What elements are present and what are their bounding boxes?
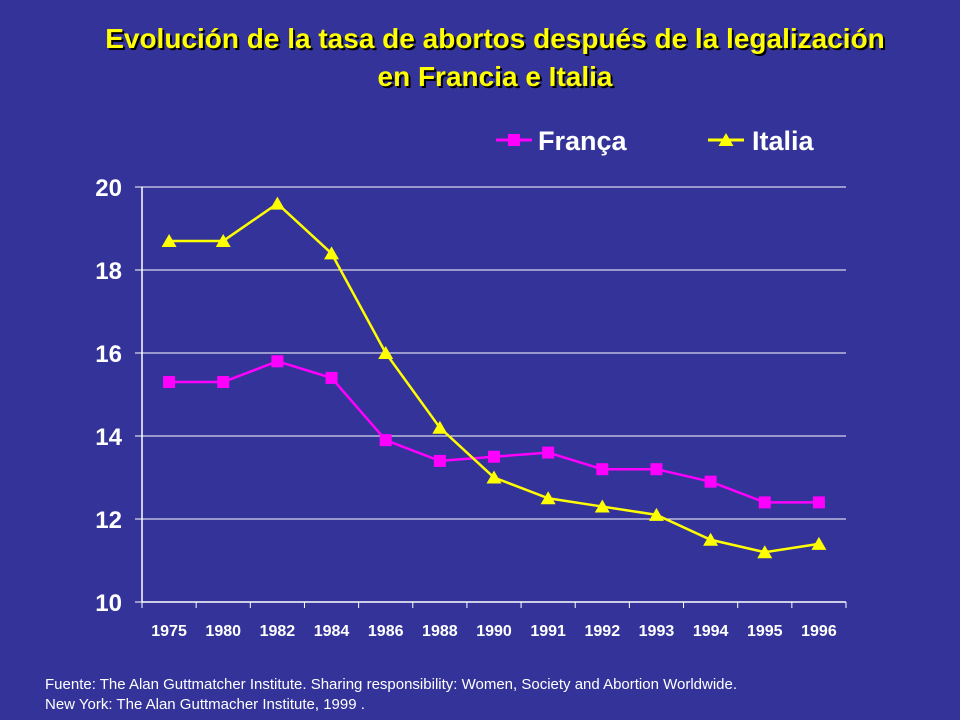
legend-label-1: Italia <box>752 126 815 156</box>
y-tick-label-10: 10 <box>95 590 122 617</box>
data-point-0-1992 <box>596 463 609 476</box>
x-tick-label-1991: 1991 <box>530 623 566 640</box>
series-line-1 <box>169 202 820 554</box>
legend-label-0: França <box>538 126 628 156</box>
data-point-0-1986 <box>379 434 392 447</box>
y-tick-label-20: 20 <box>95 175 122 202</box>
data-point-0-1980 <box>217 376 230 389</box>
data-point-1-1975 <box>161 233 177 247</box>
axes <box>135 186 847 608</box>
data-point-0-1991 <box>542 446 555 459</box>
legend-item-1: Italia <box>708 126 815 156</box>
x-tick-label-1992: 1992 <box>585 623 621 640</box>
x-tick-label-1980: 1980 <box>205 623 241 640</box>
y-tick-label-14: 14 <box>95 424 122 451</box>
x-tick-label-1982: 1982 <box>260 623 296 640</box>
chart-title-line-2: en Francia e Italia <box>377 61 613 92</box>
source-note: Fuente: The Alan Guttmatcher Institute. … <box>45 675 945 715</box>
data-point-0-1988 <box>433 454 446 467</box>
y-tick-label-12: 12 <box>95 507 122 534</box>
series-0 <box>163 355 825 509</box>
data-point-1-1984 <box>324 246 340 260</box>
legend-item-0: França <box>496 126 628 156</box>
x-tick-label-1995: 1995 <box>747 623 783 640</box>
legend-swatch-marker <box>508 134 520 146</box>
data-point-0-1995 <box>758 496 771 509</box>
legend-swatch-marker <box>718 133 734 146</box>
data-point-0-1990 <box>488 450 500 463</box>
data-point-0-1982 <box>271 355 284 368</box>
source-note-line-1: Fuente: The Alan Guttmatcher Institute. … <box>45 676 738 693</box>
x-tick-label-1986: 1986 <box>368 623 404 640</box>
source-note-line-2: New York: The Alan Guttmacher Institute,… <box>45 696 365 713</box>
data-point-1-1991 <box>540 491 556 505</box>
x-tick-label-1984: 1984 <box>314 623 350 640</box>
data-point-1-1988 <box>432 420 448 434</box>
data-point-0-1996 <box>812 496 825 509</box>
tick-labels: 10 12 14 16 18 20 1975 1980 1982 1984 1986 1988 1990… <box>95 175 837 640</box>
data-point-1-1992 <box>594 499 610 513</box>
chart-title: Evolución de la tasa de abortos después … <box>0 20 960 96</box>
x-tick-label-1994: 1994 <box>693 623 729 640</box>
data-point-1-1993 <box>648 507 664 521</box>
chart-title-line-1: Evolución de la tasa de abortos después … <box>105 23 885 54</box>
data-point-1-1982 <box>269 196 285 210</box>
data-point-1-1980 <box>215 233 231 247</box>
data-point-0-1993 <box>650 463 663 476</box>
y-tick-label-18: 18 <box>95 258 122 285</box>
legend: França Italia <box>496 126 815 156</box>
data-point-1-1990 <box>486 470 502 484</box>
gridlines <box>142 186 846 520</box>
x-tick-label-1975: 1975 <box>151 623 187 640</box>
y-tick-label-16: 16 <box>95 341 122 368</box>
series <box>161 196 827 559</box>
data-point-1-1996 <box>811 536 827 550</box>
x-tick-label-1993: 1993 <box>639 623 675 640</box>
data-point-0-1975 <box>163 376 176 389</box>
x-tick-label-1996: 1996 <box>801 623 837 640</box>
data-point-1-1986 <box>378 346 394 359</box>
x-tick-label-1988: 1988 <box>422 623 458 640</box>
data-point-0-1984 <box>325 371 338 384</box>
data-point-0-1994 <box>704 475 717 488</box>
data-point-1-1995 <box>757 545 773 559</box>
x-tick-label-1990: 1990 <box>476 623 512 640</box>
data-point-1-1994 <box>703 532 719 546</box>
series-1 <box>161 196 827 559</box>
